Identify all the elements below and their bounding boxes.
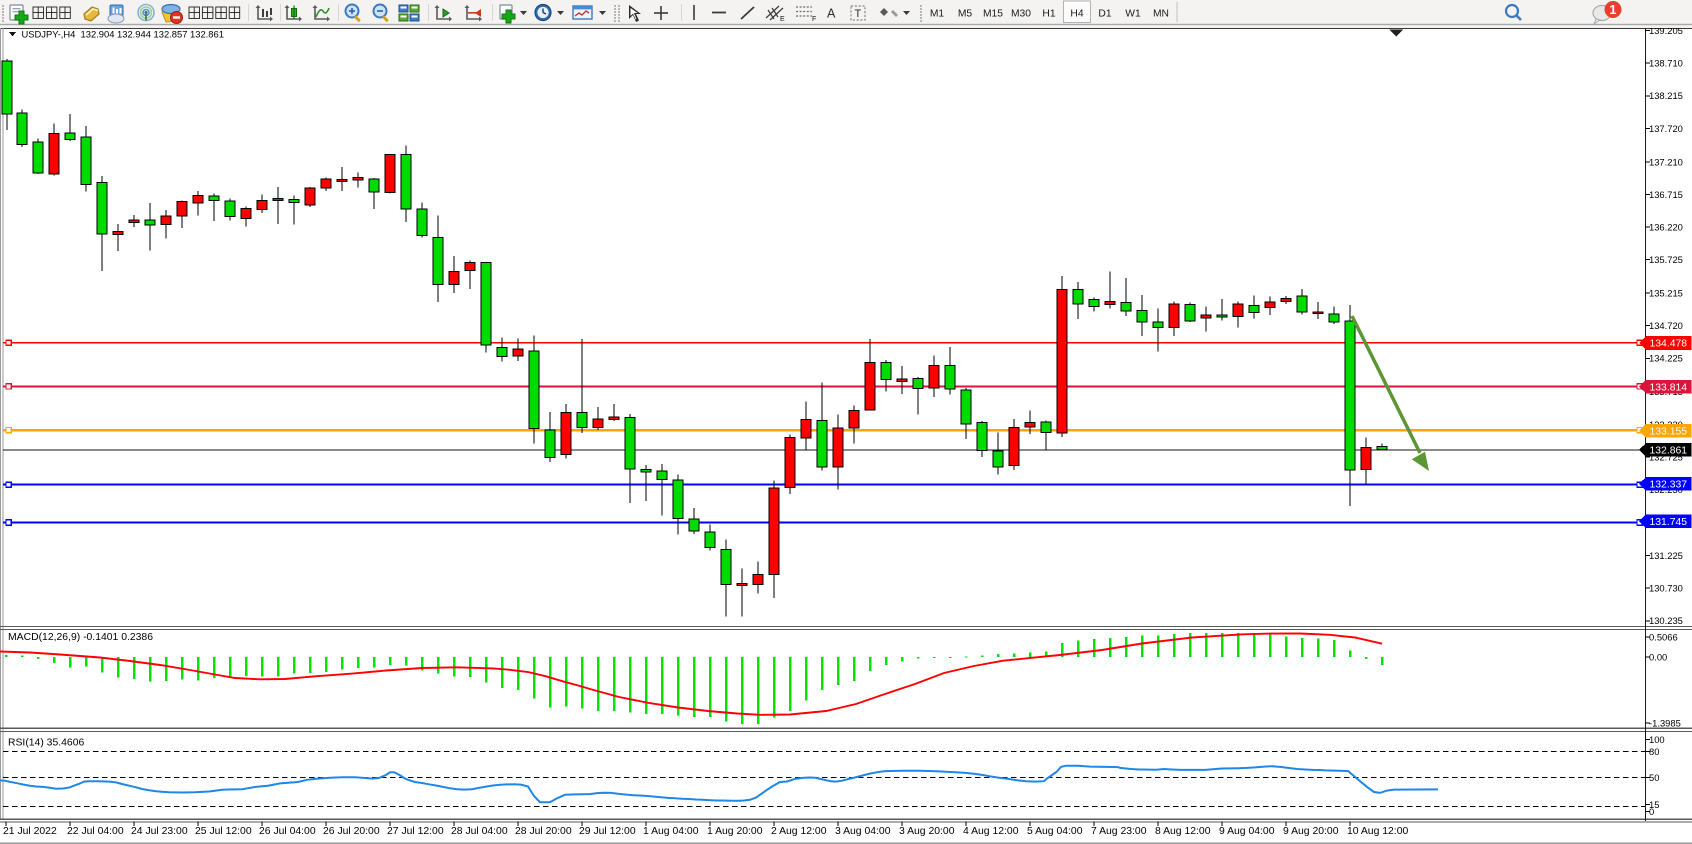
svg-text:132.725: 132.725 xyxy=(1649,451,1683,462)
svg-text:5 Aug 04:00: 5 Aug 04:00 xyxy=(1027,826,1083,837)
svg-text:1 Aug 20:00: 1 Aug 20:00 xyxy=(707,826,763,837)
svg-text:3 Aug 20:00: 3 Aug 20:00 xyxy=(899,826,955,837)
svg-text:9 Aug 04:00: 9 Aug 04:00 xyxy=(1219,826,1275,837)
svg-text:133.155: 133.155 xyxy=(1650,426,1688,437)
svg-text:9 Aug 20:00: 9 Aug 20:00 xyxy=(1283,826,1339,837)
svg-text:135.725: 135.725 xyxy=(1649,254,1683,265)
svg-text:10 Aug 12:00: 10 Aug 12:00 xyxy=(1347,826,1408,837)
svg-text:USDJPY-,H4 132.904 132.944 13: USDJPY-,H4 132.904 132.944 132.857 132.8… xyxy=(22,28,224,39)
svg-text:21 Jul 2022: 21 Jul 2022 xyxy=(3,826,57,837)
svg-text:M15: M15 xyxy=(983,9,1003,20)
svg-text:7 Aug 23:00: 7 Aug 23:00 xyxy=(1091,826,1147,837)
svg-text:134.225: 134.225 xyxy=(1649,353,1683,364)
svg-text:H1: H1 xyxy=(1042,9,1055,20)
svg-text:M1: M1 xyxy=(930,9,945,20)
svg-text:130.730: 130.730 xyxy=(1649,583,1683,594)
svg-text:25 Jul 12:00: 25 Jul 12:00 xyxy=(195,826,252,837)
svg-text:A: A xyxy=(827,7,836,21)
svg-text:8 Aug 12:00: 8 Aug 12:00 xyxy=(1155,826,1211,837)
svg-text:136.715: 136.715 xyxy=(1649,189,1683,200)
svg-text:132.337: 132.337 xyxy=(1650,480,1688,491)
svg-text:W1: W1 xyxy=(1125,9,1141,20)
svg-text:100: 100 xyxy=(1649,734,1665,745)
svg-text:M5: M5 xyxy=(958,9,973,20)
svg-text:RSI(14) 35.4606: RSI(14) 35.4606 xyxy=(8,738,84,749)
svg-text:22 Jul 04:00: 22 Jul 04:00 xyxy=(67,826,124,837)
svg-text:MACD(12,26,9) -0.1401 0.2386: MACD(12,26,9) -0.1401 0.2386 xyxy=(8,632,153,643)
svg-text:29 Jul 12:00: 29 Jul 12:00 xyxy=(579,826,636,837)
svg-text:138.710: 138.710 xyxy=(1649,58,1683,69)
svg-text:134.478: 134.478 xyxy=(1650,339,1688,350)
svg-text:24 Jul 23:00: 24 Jul 23:00 xyxy=(131,826,188,837)
svg-text:H4: H4 xyxy=(1070,9,1083,20)
svg-text:-1.3985: -1.3985 xyxy=(1649,717,1681,728)
svg-text:0: 0 xyxy=(1649,806,1654,817)
svg-text:M30: M30 xyxy=(1011,9,1031,20)
svg-text:80: 80 xyxy=(1649,746,1659,757)
svg-text:1: 1 xyxy=(1610,3,1617,17)
svg-text:0.5066: 0.5066 xyxy=(1649,631,1678,642)
svg-text:130.235: 130.235 xyxy=(1649,615,1683,626)
svg-text:D1: D1 xyxy=(1098,9,1111,20)
svg-text:28 Jul 04:00: 28 Jul 04:00 xyxy=(451,826,508,837)
svg-text:132.861: 132.861 xyxy=(1650,446,1688,457)
svg-text:1 Aug 04:00: 1 Aug 04:00 xyxy=(643,826,699,837)
svg-text:4 Aug 12:00: 4 Aug 12:00 xyxy=(963,826,1019,837)
svg-text:0.00: 0.00 xyxy=(1649,651,1667,662)
svg-text:136.220: 136.220 xyxy=(1649,221,1683,232)
svg-text:T: T xyxy=(855,8,862,20)
svg-text:139.205: 139.205 xyxy=(1649,25,1683,36)
svg-text:2 Aug 12:00: 2 Aug 12:00 xyxy=(771,826,827,837)
svg-text:134.720: 134.720 xyxy=(1649,320,1683,331)
svg-text:3 Aug 04:00: 3 Aug 04:00 xyxy=(835,826,891,837)
svg-text:E: E xyxy=(780,16,785,23)
svg-text:26 Jul 20:00: 26 Jul 20:00 xyxy=(323,826,380,837)
svg-text:28 Jul 20:00: 28 Jul 20:00 xyxy=(515,826,572,837)
svg-text:27 Jul 12:00: 27 Jul 12:00 xyxy=(387,826,444,837)
svg-text:MN: MN xyxy=(1153,9,1169,20)
svg-text:50: 50 xyxy=(1649,772,1659,783)
svg-text:26 Jul 04:00: 26 Jul 04:00 xyxy=(259,826,316,837)
svg-text:131.225: 131.225 xyxy=(1649,550,1683,561)
svg-text:133.814: 133.814 xyxy=(1650,382,1688,393)
svg-text:135.215: 135.215 xyxy=(1649,288,1683,299)
svg-text:131.745: 131.745 xyxy=(1650,517,1688,528)
svg-text:137.720: 137.720 xyxy=(1649,123,1683,134)
svg-text:138.215: 138.215 xyxy=(1649,90,1683,101)
svg-text:137.210: 137.210 xyxy=(1649,156,1683,167)
svg-text:15: 15 xyxy=(1649,799,1659,810)
svg-text:F: F xyxy=(812,16,816,23)
